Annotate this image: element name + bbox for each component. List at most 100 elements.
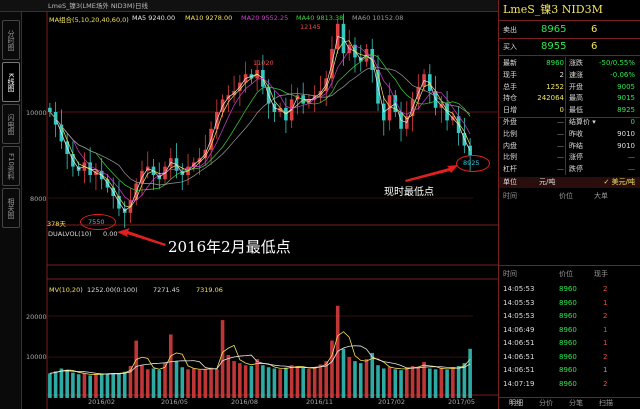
side-tabs: 分时图 K线图闪电图 F10资料相关图 [0,12,22,409]
tick-price: 8960 [559,352,577,361]
bottom-tab[interactable]: 分价 [539,399,553,407]
field-label: 比例 [503,153,517,162]
volume-bar [59,368,64,398]
field-label: 涨跌 [569,59,583,67]
volume-bar [180,367,185,398]
volume-bar [404,367,409,398]
ask-qty: 6 [591,24,598,35]
tick-price: 8960 [559,379,577,388]
volume-bar [462,363,467,398]
ma60-line [49,67,471,186]
quote-row: 杠杆 — 跌停 — [499,164,640,175]
quote-row: 总手 1252 开盘 9005 [499,82,640,93]
ask-label: 卖出 [503,26,517,34]
low-2016-circle [80,214,116,230]
mv-line [49,345,471,375]
tick-price: 8960 [559,312,577,320]
volume-bar [145,369,150,398]
volume-bar [261,365,265,398]
volume-bar [186,369,190,398]
mv-label: MV(10,20) [49,286,83,294]
volume-bar [456,366,461,398]
days-label: 378天 [47,220,66,228]
volume-tick: 10000 [26,353,47,361]
volume-bar [381,368,386,398]
bid-row: 买入 8955 6 [499,40,640,54]
side-tab[interactable]: K线图 [2,62,20,102]
field-label: 最新 [503,59,517,67]
tick-row: 14:05:53 8960 2 [499,311,640,322]
candle-body [468,145,472,156]
ma60-label: MA60 10152.08 [352,14,404,22]
side-tab[interactable]: 相关图 [2,188,20,228]
bid-price: 8955 [541,41,567,52]
field-label: 最高 [569,94,583,103]
field-value: 2 [559,70,564,79]
ma40-label: MA40 9813.38 [296,14,344,22]
field-value: — [557,165,564,174]
volume-bar [255,359,259,398]
volume-bar [117,373,121,398]
quote-panel: LmeS_镍3 NID3M 卖出 8965 6 买入 8955 6 最新 8960 涨跌 -50/0… [498,0,640,409]
low-now-circle [456,155,490,172]
tick-row: 14:06:51 8960 1 [499,365,640,376]
side-tab[interactable]: 闪电图 [2,104,20,144]
volume-bar [284,367,288,398]
tick-row: 14:06:51 8960 2 [499,352,640,363]
volume-bar [358,363,363,398]
field-label: 最低 [569,106,583,115]
volume-bar [203,368,208,398]
tick-qty: 2 [603,379,608,388]
field-label: 总手 [503,82,517,91]
unit-row: 单位 元/吨 ✓ 美元/吨 [499,177,640,188]
tick-price: 8960 [559,325,577,334]
kline-chart[interactable] [22,12,498,409]
volume-bar [65,370,69,398]
volume-bar [197,370,202,398]
unit-usd[interactable]: ✓ 美元/吨 [603,178,635,186]
quote-row: 比例 — 涨停 — [499,152,640,163]
field-value: -50/0.55% [598,59,635,67]
field-label: 开盘 [569,82,583,91]
unit-yuan[interactable]: 元/吨 [539,178,556,186]
high-label: 12145 [300,23,321,31]
volume-bar [174,361,179,398]
volume-bar [76,374,81,398]
volume-bar [376,365,380,398]
x-tick: 2016/05 [161,398,189,406]
bottom-tab[interactable]: 扫描 [599,399,613,407]
price-tick: 8000 [30,195,47,203]
tick-qty: 1 [603,339,608,347]
volume-bar [53,371,58,398]
tick-price: 8960 [559,298,577,307]
ma40-line [49,53,471,191]
field-label: 现手 [503,70,517,79]
symbol-title: LmeS_镍3 NID3M [503,3,603,16]
field-label[interactable]: 结算价 ▾ [569,118,596,126]
tick-qty: 1 [603,298,608,307]
bid-label: 买入 [503,43,517,51]
volume-bar [324,361,329,398]
tick-row: 14:06:49 8960 1 [499,325,640,336]
bottom-tab[interactable]: 分笔 [569,399,583,407]
volume-bar [122,371,127,398]
volume-bar [399,370,403,398]
field-label: 涨停 [569,153,583,162]
ask-row: 卖出 8965 6 [499,23,640,37]
side-tab[interactable]: 分时图 [2,20,20,60]
volume-bar [347,357,352,398]
x-tick: 2017/05 [448,398,476,406]
bottom-tab[interactable]: 明细 [509,399,523,407]
ma-header: MA组合(5,10,20,40,60,0) [49,16,129,24]
volume-bar [410,366,415,398]
tick-time: 14:05:53 [503,285,535,293]
side-tab[interactable]: F10资料 [2,146,20,186]
field-label: 外盘 [503,118,517,126]
field-label: 昨收 [569,129,583,138]
volume-bar [238,363,242,398]
quote-row: 现手 2 速涨 -0.06% [499,70,640,81]
annotation-arrows [117,165,458,246]
tick-price: 8960 [559,285,577,293]
field-value: 0 [630,118,635,126]
volume-bar [445,369,449,398]
